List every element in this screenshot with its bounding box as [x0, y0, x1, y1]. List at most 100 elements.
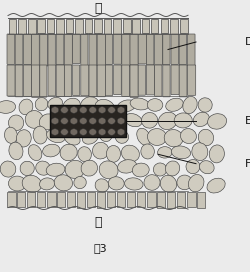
Ellipse shape [48, 97, 62, 110]
Ellipse shape [183, 97, 197, 114]
FancyBboxPatch shape [154, 65, 162, 96]
Text: 裏: 裏 [94, 215, 102, 228]
Ellipse shape [4, 127, 17, 143]
Ellipse shape [74, 177, 86, 188]
Bar [28, 18, 36, 33]
FancyBboxPatch shape [163, 65, 170, 97]
Ellipse shape [54, 175, 72, 191]
Text: 図3: 図3 [93, 243, 107, 253]
Ellipse shape [9, 142, 23, 160]
Bar [46, 18, 54, 33]
Bar [37, 191, 45, 207]
Ellipse shape [82, 131, 98, 144]
FancyBboxPatch shape [40, 34, 48, 66]
Ellipse shape [200, 161, 214, 174]
Ellipse shape [153, 163, 167, 176]
Ellipse shape [192, 143, 208, 160]
FancyBboxPatch shape [72, 34, 80, 63]
Ellipse shape [180, 129, 196, 144]
Bar [104, 18, 112, 34]
Ellipse shape [158, 112, 177, 129]
FancyBboxPatch shape [122, 65, 130, 96]
Text: 表: 表 [94, 2, 102, 14]
Ellipse shape [198, 98, 212, 112]
Bar [170, 18, 178, 34]
Bar [84, 18, 92, 33]
Ellipse shape [89, 129, 96, 135]
Bar [117, 191, 125, 207]
Ellipse shape [61, 115, 76, 131]
Ellipse shape [51, 129, 59, 135]
Bar [160, 18, 168, 33]
FancyBboxPatch shape [64, 65, 72, 97]
FancyBboxPatch shape [138, 65, 145, 95]
Bar [142, 18, 150, 33]
Bar [180, 18, 188, 33]
FancyBboxPatch shape [56, 65, 64, 97]
Ellipse shape [158, 147, 172, 158]
Ellipse shape [64, 132, 80, 145]
Bar [56, 18, 64, 34]
Ellipse shape [8, 115, 24, 131]
Ellipse shape [117, 107, 125, 113]
Ellipse shape [70, 118, 78, 124]
Bar [8, 18, 16, 34]
Ellipse shape [61, 107, 68, 113]
Bar [177, 191, 185, 208]
FancyBboxPatch shape [130, 34, 138, 65]
Ellipse shape [46, 129, 65, 143]
Ellipse shape [117, 100, 136, 112]
Bar [50, 105, 126, 137]
Ellipse shape [108, 107, 115, 113]
Ellipse shape [70, 107, 78, 113]
Ellipse shape [98, 107, 106, 113]
Ellipse shape [144, 175, 160, 190]
Ellipse shape [25, 111, 43, 128]
Ellipse shape [80, 129, 87, 135]
Bar [7, 191, 16, 207]
Ellipse shape [142, 113, 158, 128]
Ellipse shape [36, 161, 51, 175]
FancyBboxPatch shape [146, 65, 154, 95]
FancyBboxPatch shape [64, 34, 72, 65]
Ellipse shape [0, 101, 16, 113]
FancyBboxPatch shape [97, 65, 105, 97]
Text: E: E [245, 116, 250, 126]
FancyBboxPatch shape [179, 34, 186, 65]
Ellipse shape [22, 175, 42, 192]
FancyBboxPatch shape [188, 65, 196, 95]
Ellipse shape [20, 161, 34, 175]
FancyBboxPatch shape [24, 65, 32, 97]
Bar [27, 191, 35, 207]
FancyBboxPatch shape [106, 65, 112, 96]
Bar [197, 191, 205, 208]
Ellipse shape [16, 130, 31, 147]
FancyBboxPatch shape [81, 34, 88, 66]
Ellipse shape [166, 161, 180, 176]
Ellipse shape [124, 178, 143, 190]
Text: D: D [245, 37, 250, 47]
Ellipse shape [61, 118, 68, 124]
Ellipse shape [77, 114, 94, 131]
Ellipse shape [147, 99, 163, 111]
FancyBboxPatch shape [114, 65, 121, 95]
Ellipse shape [198, 129, 214, 146]
Ellipse shape [0, 161, 16, 177]
FancyBboxPatch shape [171, 65, 179, 95]
Ellipse shape [117, 118, 125, 124]
Ellipse shape [35, 98, 48, 111]
Ellipse shape [137, 128, 150, 145]
Ellipse shape [108, 129, 115, 135]
FancyBboxPatch shape [138, 34, 146, 64]
FancyBboxPatch shape [56, 34, 64, 65]
Ellipse shape [95, 179, 109, 192]
FancyBboxPatch shape [97, 34, 106, 66]
Ellipse shape [90, 114, 106, 127]
Ellipse shape [51, 118, 59, 124]
Ellipse shape [89, 107, 96, 113]
FancyBboxPatch shape [89, 65, 97, 97]
FancyBboxPatch shape [146, 34, 154, 65]
Bar [17, 191, 25, 206]
FancyBboxPatch shape [130, 65, 138, 97]
Ellipse shape [70, 129, 78, 135]
